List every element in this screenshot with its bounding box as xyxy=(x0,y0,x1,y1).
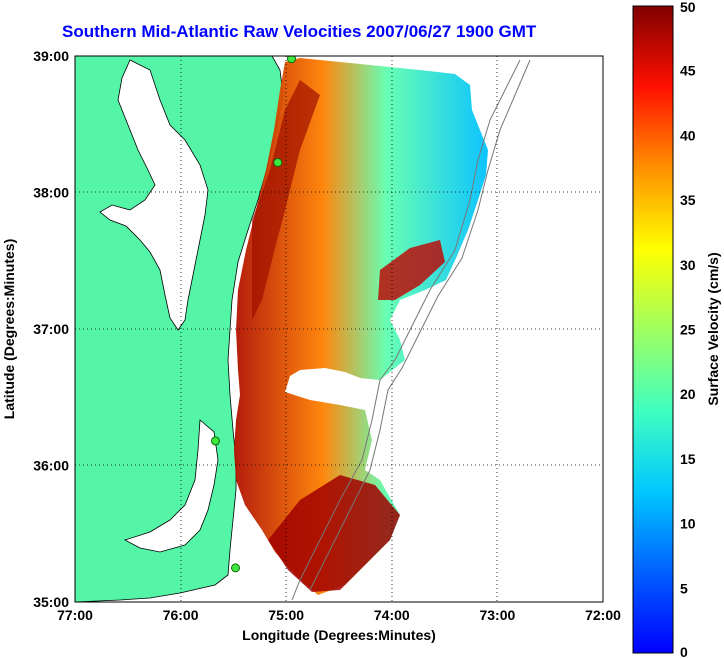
colorbar-tick-label: 25 xyxy=(680,322,696,338)
x-tick-label: 72:00 xyxy=(585,607,621,623)
grid-lines xyxy=(75,56,603,602)
high-speed-south xyxy=(268,475,400,592)
colorbar-tick-label: 20 xyxy=(680,386,696,402)
x-tick-label: 77:00 xyxy=(57,607,93,623)
colorbar-tick-label: 0 xyxy=(680,644,688,659)
plot-frame xyxy=(74,55,604,603)
station-marker xyxy=(273,157,283,167)
isobath-line xyxy=(291,59,521,601)
velocity-field xyxy=(234,58,488,595)
colorbar-tick-label: 35 xyxy=(680,192,696,208)
station-markers xyxy=(210,56,296,573)
x-tick-label: 74:00 xyxy=(374,607,410,623)
colorbar-tick-label: 30 xyxy=(680,257,696,273)
y-tick-label: 36:00 xyxy=(33,458,69,474)
y-tick-labels: 39:00 38:00 37:00 36:00 35:00 xyxy=(33,48,69,610)
y-tick-label: 35:00 xyxy=(33,594,69,610)
x-tick-label: 76:00 xyxy=(163,607,199,623)
y-axis-label: Latitude (Degrees:Minutes) xyxy=(1,239,17,419)
station-marker xyxy=(231,563,241,573)
x-tick-labels: 77:00 76:00 75:00 74:00 73:00 72:00 xyxy=(57,607,621,623)
colorbar-tick-label: 10 xyxy=(680,516,696,532)
colorbar-tick-label: 40 xyxy=(680,127,696,143)
colorbar-tick-label: 5 xyxy=(680,580,688,596)
high-speed-shelf xyxy=(378,240,445,300)
colorbar-tick-label: 50 xyxy=(680,0,696,15)
x-axis-label: Longitude (Degrees:Minutes) xyxy=(242,627,436,643)
isobath-line xyxy=(309,59,531,591)
y-tick-label: 38:00 xyxy=(33,185,69,201)
y-tick-label: 39:00 xyxy=(33,48,69,64)
bay-water xyxy=(99,59,209,331)
colorbar-tick-label: 15 xyxy=(680,451,696,467)
sound-water xyxy=(123,419,219,553)
map-title: Southern Mid-Atlantic Raw Velocities 200… xyxy=(62,22,537,41)
station-marker xyxy=(210,436,220,446)
y-tick-label: 37:00 xyxy=(33,321,69,337)
colorbar-label: Surface Velocity (cm/s) xyxy=(705,252,721,405)
colorbar xyxy=(632,5,674,654)
x-tick-label: 75:00 xyxy=(268,607,304,623)
station-marker xyxy=(286,56,296,64)
x-tick-label: 73:00 xyxy=(479,607,515,623)
colorbar-tick-label: 45 xyxy=(680,63,696,79)
